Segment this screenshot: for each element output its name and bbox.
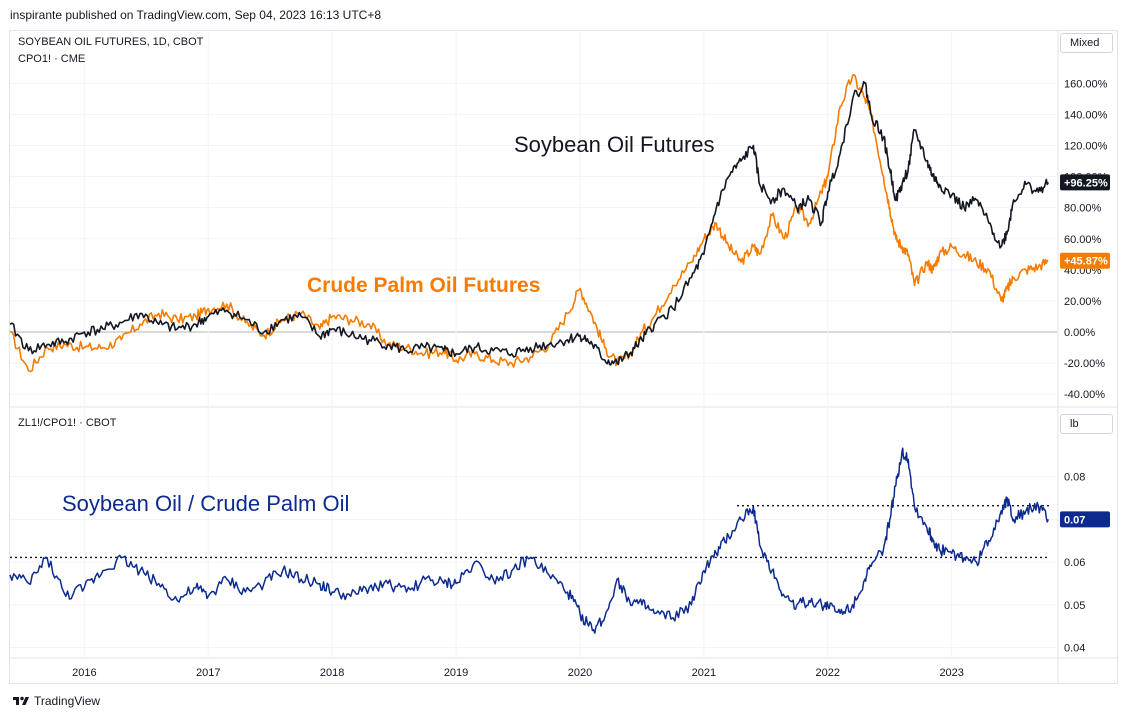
series-soybean-oil <box>9 80 1050 366</box>
chart-frame <box>9 30 1118 684</box>
price-tick-label: 160.00% <box>1064 78 1108 90</box>
bottom-symbol-line: ZL1!/CPO1! · CBOT <box>18 417 117 429</box>
price-tick-label: 140.00% <box>1064 109 1108 121</box>
series-ratio <box>9 447 1049 634</box>
scale-mode-button[interactable]: Mixed <box>1060 33 1113 53</box>
price-tick-label: -20.00% <box>1064 358 1105 370</box>
time-tick-label: 2020 <box>568 667 592 679</box>
axis-layer: 160.00%140.00%120.00%100.00%80.00%60.00%… <box>72 78 1108 679</box>
annotation-crude-palm-oil: Crude Palm Oil Futures <box>307 274 540 297</box>
price-tick-label: 60.00% <box>1064 234 1102 246</box>
time-tick-label: 2023 <box>939 667 963 679</box>
annotation-soybean-oil: Soybean Oil Futures <box>514 132 715 157</box>
publish-line: inspirante published on TradingView.com,… <box>10 8 382 22</box>
last-value-labels: +96.25% +45.87% 0.07 <box>1060 174 1110 528</box>
time-tick-label: 2019 <box>444 667 468 679</box>
tradingview-logo-icon <box>13 696 29 705</box>
last-value-ratio-bg <box>1060 511 1110 528</box>
price-tick-label: 80.00% <box>1064 203 1102 215</box>
ratio-tick-label: 0.05 <box>1064 600 1085 612</box>
footer-brand: TradingView <box>34 694 101 708</box>
time-tick-label: 2021 <box>692 667 716 679</box>
annotation-ratio: Soybean Oil / Crude Palm Oil <box>62 491 349 516</box>
price-tick-label: -40.00% <box>1064 389 1105 401</box>
top-symbol-line1: SOYBEAN OIL FUTURES, 1D, CBOT <box>18 36 204 48</box>
time-tick-label: 2022 <box>816 667 840 679</box>
grid-layer <box>10 30 1057 657</box>
time-tick-label: 2017 <box>196 667 220 679</box>
price-tick-label: 120.00% <box>1064 141 1108 153</box>
last-value-palm-bg <box>1060 252 1110 269</box>
last-value-ratio: 0.07 <box>1064 514 1085 526</box>
series-crude-palm-oil <box>9 74 1049 373</box>
series-layer <box>9 74 1050 634</box>
ratio-tick-label: 0.08 <box>1064 472 1085 484</box>
top-symbol-line2: CPO1! · CME <box>18 53 86 65</box>
footer: TradingView <box>12 694 100 708</box>
ratio-tick-label: 0.04 <box>1064 643 1085 655</box>
time-tick-label: 2016 <box>72 667 96 679</box>
unit-button[interactable]: lb <box>1060 414 1113 434</box>
last-value-soybean-bg <box>1060 174 1110 191</box>
last-value-palm: +45.87% <box>1064 256 1108 268</box>
price-tick-label: 0.00% <box>1064 327 1095 339</box>
price-tick-label: 20.00% <box>1064 296 1102 308</box>
time-tick-label: 2018 <box>320 667 344 679</box>
last-value-soybean: +96.25% <box>1064 177 1108 189</box>
ratio-tick-label: 0.06 <box>1064 557 1085 569</box>
